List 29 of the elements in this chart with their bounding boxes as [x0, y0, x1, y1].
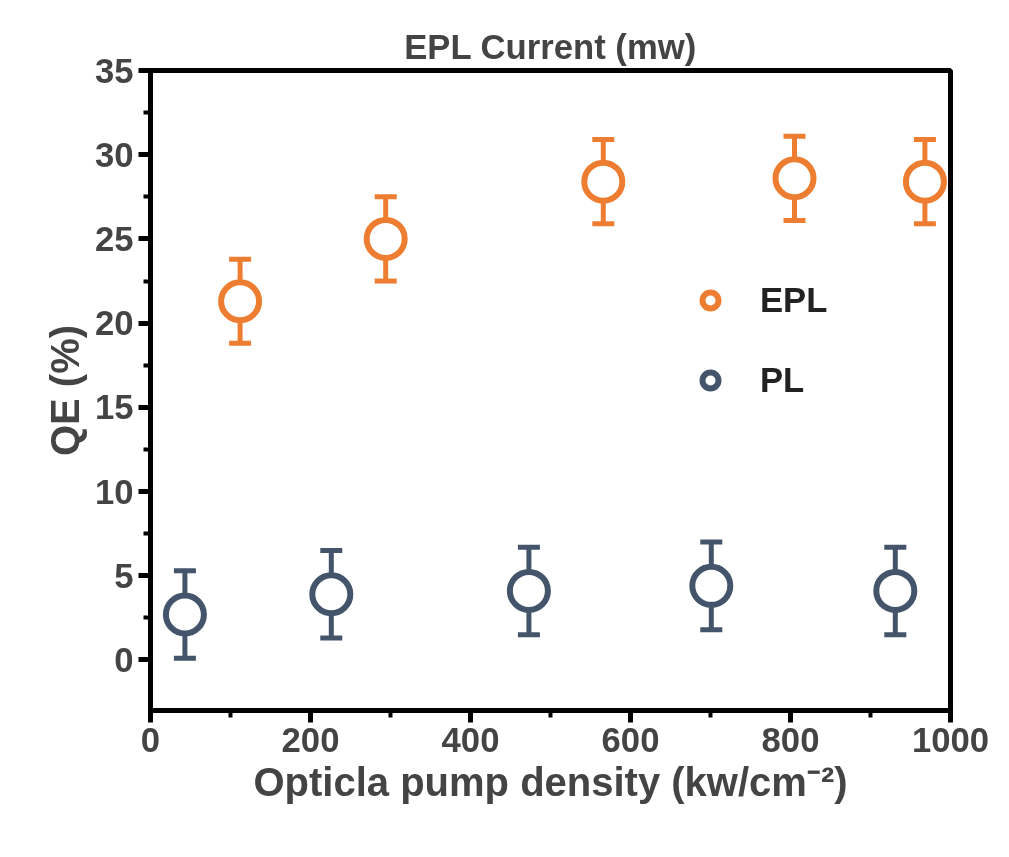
- point: [218, 279, 263, 324]
- point: [506, 568, 551, 613]
- y-tick-label: 20: [94, 304, 134, 343]
- x-tick-label: 200: [281, 720, 340, 759]
- point: [689, 563, 734, 608]
- point: [162, 592, 207, 637]
- y-tick-label: 0: [114, 640, 134, 679]
- x-axis-title: Opticla pump density (kw/cm⁻²): [253, 759, 848, 804]
- x-tick-label: 400: [441, 720, 500, 759]
- x-tick-label: 1000: [911, 720, 990, 759]
- x-tick-label: 800: [761, 720, 820, 759]
- y-tick-label: 5: [114, 556, 134, 595]
- y-tick-label: 35: [94, 51, 134, 90]
- point: [309, 572, 354, 617]
- y-tick-label: 30: [94, 135, 134, 174]
- y-tick-label: 10: [94, 472, 134, 511]
- point: [581, 159, 626, 204]
- y-tick-label: 25: [94, 219, 134, 258]
- legend-label: EPL: [760, 280, 828, 320]
- x-tick-label: 0: [140, 720, 161, 759]
- point: [363, 216, 408, 261]
- x-tick-label: 600: [601, 720, 660, 759]
- y-tick-label: 15: [94, 388, 134, 427]
- point: [902, 159, 947, 204]
- point: [873, 568, 918, 613]
- y-axis-title: QE (%): [42, 324, 87, 457]
- legend-label: PL: [760, 360, 805, 400]
- point: [772, 156, 817, 201]
- chart-title: EPL Current (mw): [404, 27, 697, 66]
